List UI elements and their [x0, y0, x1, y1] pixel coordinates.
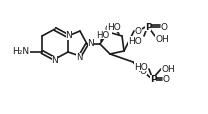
Text: H₂N: H₂N: [12, 47, 30, 56]
Text: HO: HO: [96, 30, 110, 39]
Text: O: O: [104, 25, 111, 34]
Text: HO: HO: [107, 23, 121, 32]
Text: HO: HO: [128, 36, 142, 45]
Text: O: O: [140, 66, 146, 75]
Text: HO: HO: [134, 62, 148, 71]
Text: N: N: [52, 56, 58, 65]
Text: O: O: [162, 75, 170, 84]
Text: O: O: [135, 26, 141, 35]
Text: P: P: [150, 75, 156, 84]
Text: P: P: [145, 22, 151, 31]
Text: N: N: [66, 31, 72, 40]
Text: N: N: [76, 53, 82, 62]
Text: O: O: [161, 22, 167, 31]
Text: N: N: [88, 39, 94, 48]
Text: OH: OH: [155, 34, 169, 43]
Text: OH: OH: [161, 64, 175, 73]
